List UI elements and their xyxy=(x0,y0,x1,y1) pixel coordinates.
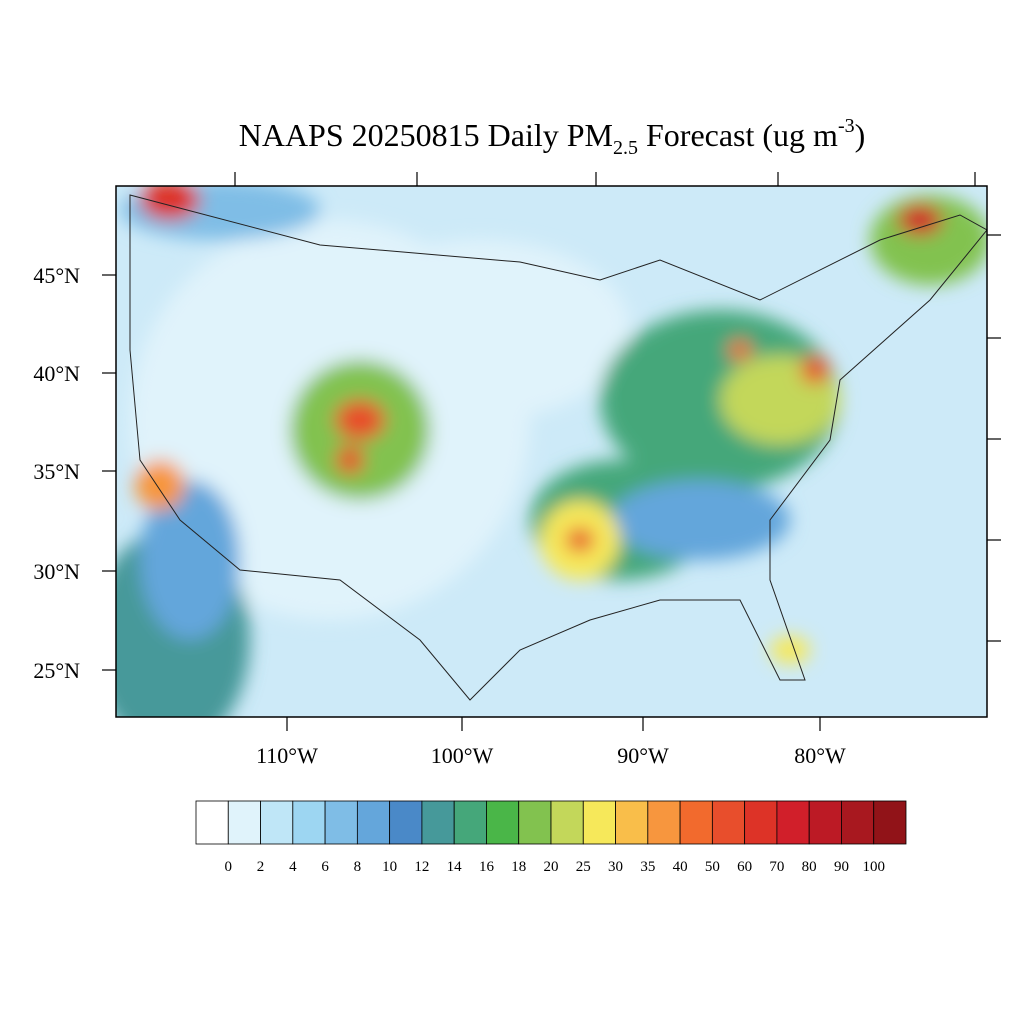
axis-labels: 45°N 40°N 35°N 30°N 25°N 110°W 100°W 90°W 80°W xyxy=(33,263,846,768)
colorbar-box xyxy=(808,800,842,845)
longitude-label: 100°W xyxy=(431,743,494,768)
colorbar-label: 60 xyxy=(737,859,752,875)
colorbar-box xyxy=(582,800,616,845)
latitude-label: 30°N xyxy=(33,559,80,584)
colorbar-label: 16 xyxy=(479,859,495,875)
latitude-label: 35°N xyxy=(33,459,80,484)
longitude-label: 80°W xyxy=(794,743,846,768)
colorbar-box xyxy=(195,800,229,845)
colorbar-box xyxy=(421,800,455,845)
colorbar-label: 8 xyxy=(354,859,362,875)
colorbar-label: 6 xyxy=(321,859,329,875)
colorbar-label: 12 xyxy=(414,859,429,875)
colorbar-label: 40 xyxy=(673,859,688,875)
title-mid: Forecast (ug m xyxy=(638,117,838,153)
colorbar-label: 20 xyxy=(544,859,559,875)
colorbar-label: 25 xyxy=(576,859,591,875)
colorbar-box xyxy=(453,800,487,845)
colorbar-label: 2 xyxy=(257,859,265,875)
latitude-label: 45°N xyxy=(33,263,80,288)
colorbar-box xyxy=(873,800,907,845)
colorbar-label: 35 xyxy=(640,859,655,875)
colorbar-label: 18 xyxy=(511,859,526,875)
colorbar-box xyxy=(776,800,810,845)
longitude-label: 110°W xyxy=(256,743,318,768)
colorbar-box xyxy=(227,800,261,845)
colorbar-box xyxy=(647,800,681,845)
latitude-label: 40°N xyxy=(33,361,80,386)
colorbar-box xyxy=(389,800,423,845)
colorbar-box xyxy=(356,800,391,845)
colorbar-box xyxy=(550,800,584,845)
title-main: NAAPS 20250815 Daily PM xyxy=(239,117,613,153)
colorbar-box xyxy=(711,800,746,845)
colorbar: 0 2 4 6 8 10 12 14 16 18 20 25 30 35 40 50 60 70 80 90 100 xyxy=(195,800,907,875)
colorbar-box xyxy=(260,800,294,845)
colorbar-box xyxy=(324,800,358,845)
colorbar-label: 10 xyxy=(382,859,397,875)
colorbar-box xyxy=(486,800,520,845)
title-end: ) xyxy=(855,117,866,153)
latitude-label: 25°N xyxy=(33,658,80,683)
colorbar-label: 30 xyxy=(608,859,623,875)
colorbar-box xyxy=(615,800,649,845)
colorbar-label: 90 xyxy=(834,859,849,875)
colorbar-label: 14 xyxy=(447,859,463,875)
map-frame xyxy=(115,185,988,718)
colorbar-box xyxy=(518,800,552,845)
colorbar-box xyxy=(292,800,326,845)
colorbar-label: 80 xyxy=(802,859,817,875)
title: NAAPS 20250815 Daily PM2.5 Forecast (ug … xyxy=(239,115,866,159)
colorbar-label: 4 xyxy=(289,859,297,875)
frame-ticks xyxy=(102,172,1001,731)
map-field xyxy=(116,186,987,717)
colorbar-box xyxy=(679,800,713,845)
colorbar-label: 50 xyxy=(705,859,720,875)
colorbar-box xyxy=(841,800,875,845)
title-sub: 2.5 xyxy=(613,137,638,159)
longitude-label: 90°W xyxy=(617,743,669,768)
title-sup: -3 xyxy=(838,115,855,137)
colorbar-label: 70 xyxy=(769,859,784,875)
colorbar-label: 0 xyxy=(225,859,233,875)
colorbar-label: 100 xyxy=(862,859,885,875)
colorbar-box xyxy=(744,800,778,845)
